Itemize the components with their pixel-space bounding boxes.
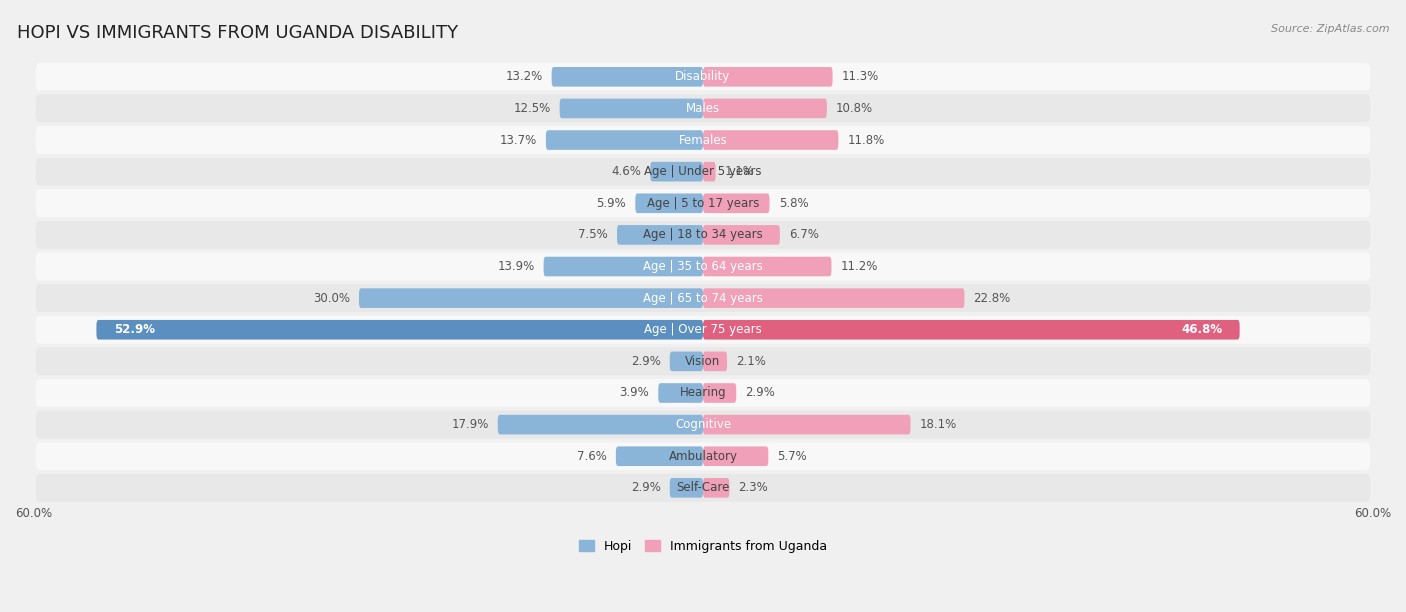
Text: 60.0%: 60.0% — [15, 507, 52, 520]
Text: 52.9%: 52.9% — [114, 323, 155, 336]
FancyBboxPatch shape — [669, 351, 703, 371]
Text: 2.9%: 2.9% — [631, 355, 661, 368]
Text: 5.7%: 5.7% — [778, 450, 807, 463]
FancyBboxPatch shape — [703, 162, 716, 182]
Text: HOPI VS IMMIGRANTS FROM UGANDA DISABILITY: HOPI VS IMMIGRANTS FROM UGANDA DISABILIT… — [17, 24, 458, 42]
FancyBboxPatch shape — [97, 320, 703, 340]
Text: 11.2%: 11.2% — [841, 260, 877, 273]
FancyBboxPatch shape — [35, 253, 1371, 280]
Text: 22.8%: 22.8% — [973, 292, 1011, 305]
Text: 18.1%: 18.1% — [920, 418, 957, 431]
Text: 6.7%: 6.7% — [789, 228, 818, 241]
FancyBboxPatch shape — [616, 446, 703, 466]
FancyBboxPatch shape — [35, 189, 1371, 217]
FancyBboxPatch shape — [551, 67, 703, 87]
Legend: Hopi, Immigrants from Uganda: Hopi, Immigrants from Uganda — [574, 535, 832, 558]
FancyBboxPatch shape — [703, 383, 737, 403]
Text: 5.9%: 5.9% — [596, 197, 626, 210]
Text: 17.9%: 17.9% — [451, 418, 488, 431]
FancyBboxPatch shape — [35, 348, 1371, 375]
FancyBboxPatch shape — [35, 379, 1371, 407]
Text: Age | 35 to 64 years: Age | 35 to 64 years — [643, 260, 763, 273]
Text: Males: Males — [686, 102, 720, 115]
FancyBboxPatch shape — [35, 474, 1371, 502]
Text: 12.5%: 12.5% — [513, 102, 551, 115]
Text: 11.8%: 11.8% — [848, 133, 884, 146]
FancyBboxPatch shape — [650, 162, 703, 182]
Text: Age | 18 to 34 years: Age | 18 to 34 years — [643, 228, 763, 241]
Text: Cognitive: Cognitive — [675, 418, 731, 431]
Text: 13.9%: 13.9% — [498, 260, 534, 273]
FancyBboxPatch shape — [35, 442, 1371, 470]
Text: 2.3%: 2.3% — [738, 482, 768, 494]
Text: 4.6%: 4.6% — [612, 165, 641, 178]
FancyBboxPatch shape — [703, 415, 911, 435]
FancyBboxPatch shape — [703, 288, 965, 308]
Text: Females: Females — [679, 133, 727, 146]
Text: 2.9%: 2.9% — [745, 387, 775, 400]
Text: Source: ZipAtlas.com: Source: ZipAtlas.com — [1271, 24, 1389, 34]
FancyBboxPatch shape — [359, 288, 703, 308]
FancyBboxPatch shape — [658, 383, 703, 403]
FancyBboxPatch shape — [636, 193, 703, 213]
FancyBboxPatch shape — [703, 320, 1240, 340]
FancyBboxPatch shape — [703, 99, 827, 118]
Text: 3.9%: 3.9% — [620, 387, 650, 400]
FancyBboxPatch shape — [617, 225, 703, 245]
Text: Ambulatory: Ambulatory — [668, 450, 738, 463]
Text: Hearing: Hearing — [679, 387, 727, 400]
Text: 46.8%: 46.8% — [1181, 323, 1222, 336]
FancyBboxPatch shape — [546, 130, 703, 150]
FancyBboxPatch shape — [498, 415, 703, 435]
FancyBboxPatch shape — [703, 193, 769, 213]
Text: 11.3%: 11.3% — [842, 70, 879, 83]
FancyBboxPatch shape — [560, 99, 703, 118]
Text: Self-Care: Self-Care — [676, 482, 730, 494]
FancyBboxPatch shape — [35, 126, 1371, 154]
FancyBboxPatch shape — [703, 67, 832, 87]
FancyBboxPatch shape — [35, 94, 1371, 122]
Text: 5.8%: 5.8% — [779, 197, 808, 210]
Text: Age | Over 75 years: Age | Over 75 years — [644, 323, 762, 336]
Text: 1.1%: 1.1% — [724, 165, 755, 178]
Text: 13.7%: 13.7% — [499, 133, 537, 146]
FancyBboxPatch shape — [703, 130, 838, 150]
Text: 13.2%: 13.2% — [505, 70, 543, 83]
Text: 7.6%: 7.6% — [576, 450, 606, 463]
Text: 30.0%: 30.0% — [312, 292, 350, 305]
FancyBboxPatch shape — [703, 256, 831, 277]
Text: 10.8%: 10.8% — [837, 102, 873, 115]
Text: 7.5%: 7.5% — [578, 228, 607, 241]
FancyBboxPatch shape — [703, 478, 730, 498]
Text: 60.0%: 60.0% — [1354, 507, 1391, 520]
Text: Age | 65 to 74 years: Age | 65 to 74 years — [643, 292, 763, 305]
FancyBboxPatch shape — [35, 63, 1371, 91]
FancyBboxPatch shape — [35, 284, 1371, 312]
Text: 2.1%: 2.1% — [737, 355, 766, 368]
FancyBboxPatch shape — [703, 446, 768, 466]
FancyBboxPatch shape — [35, 316, 1371, 344]
FancyBboxPatch shape — [703, 225, 780, 245]
FancyBboxPatch shape — [669, 478, 703, 498]
FancyBboxPatch shape — [703, 351, 727, 371]
Text: Disability: Disability — [675, 70, 731, 83]
Text: Age | 5 to 17 years: Age | 5 to 17 years — [647, 197, 759, 210]
Text: Age | Under 5 years: Age | Under 5 years — [644, 165, 762, 178]
FancyBboxPatch shape — [35, 411, 1371, 439]
Text: Vision: Vision — [685, 355, 721, 368]
FancyBboxPatch shape — [35, 221, 1371, 249]
Text: 2.9%: 2.9% — [631, 482, 661, 494]
FancyBboxPatch shape — [544, 256, 703, 277]
FancyBboxPatch shape — [35, 158, 1371, 185]
